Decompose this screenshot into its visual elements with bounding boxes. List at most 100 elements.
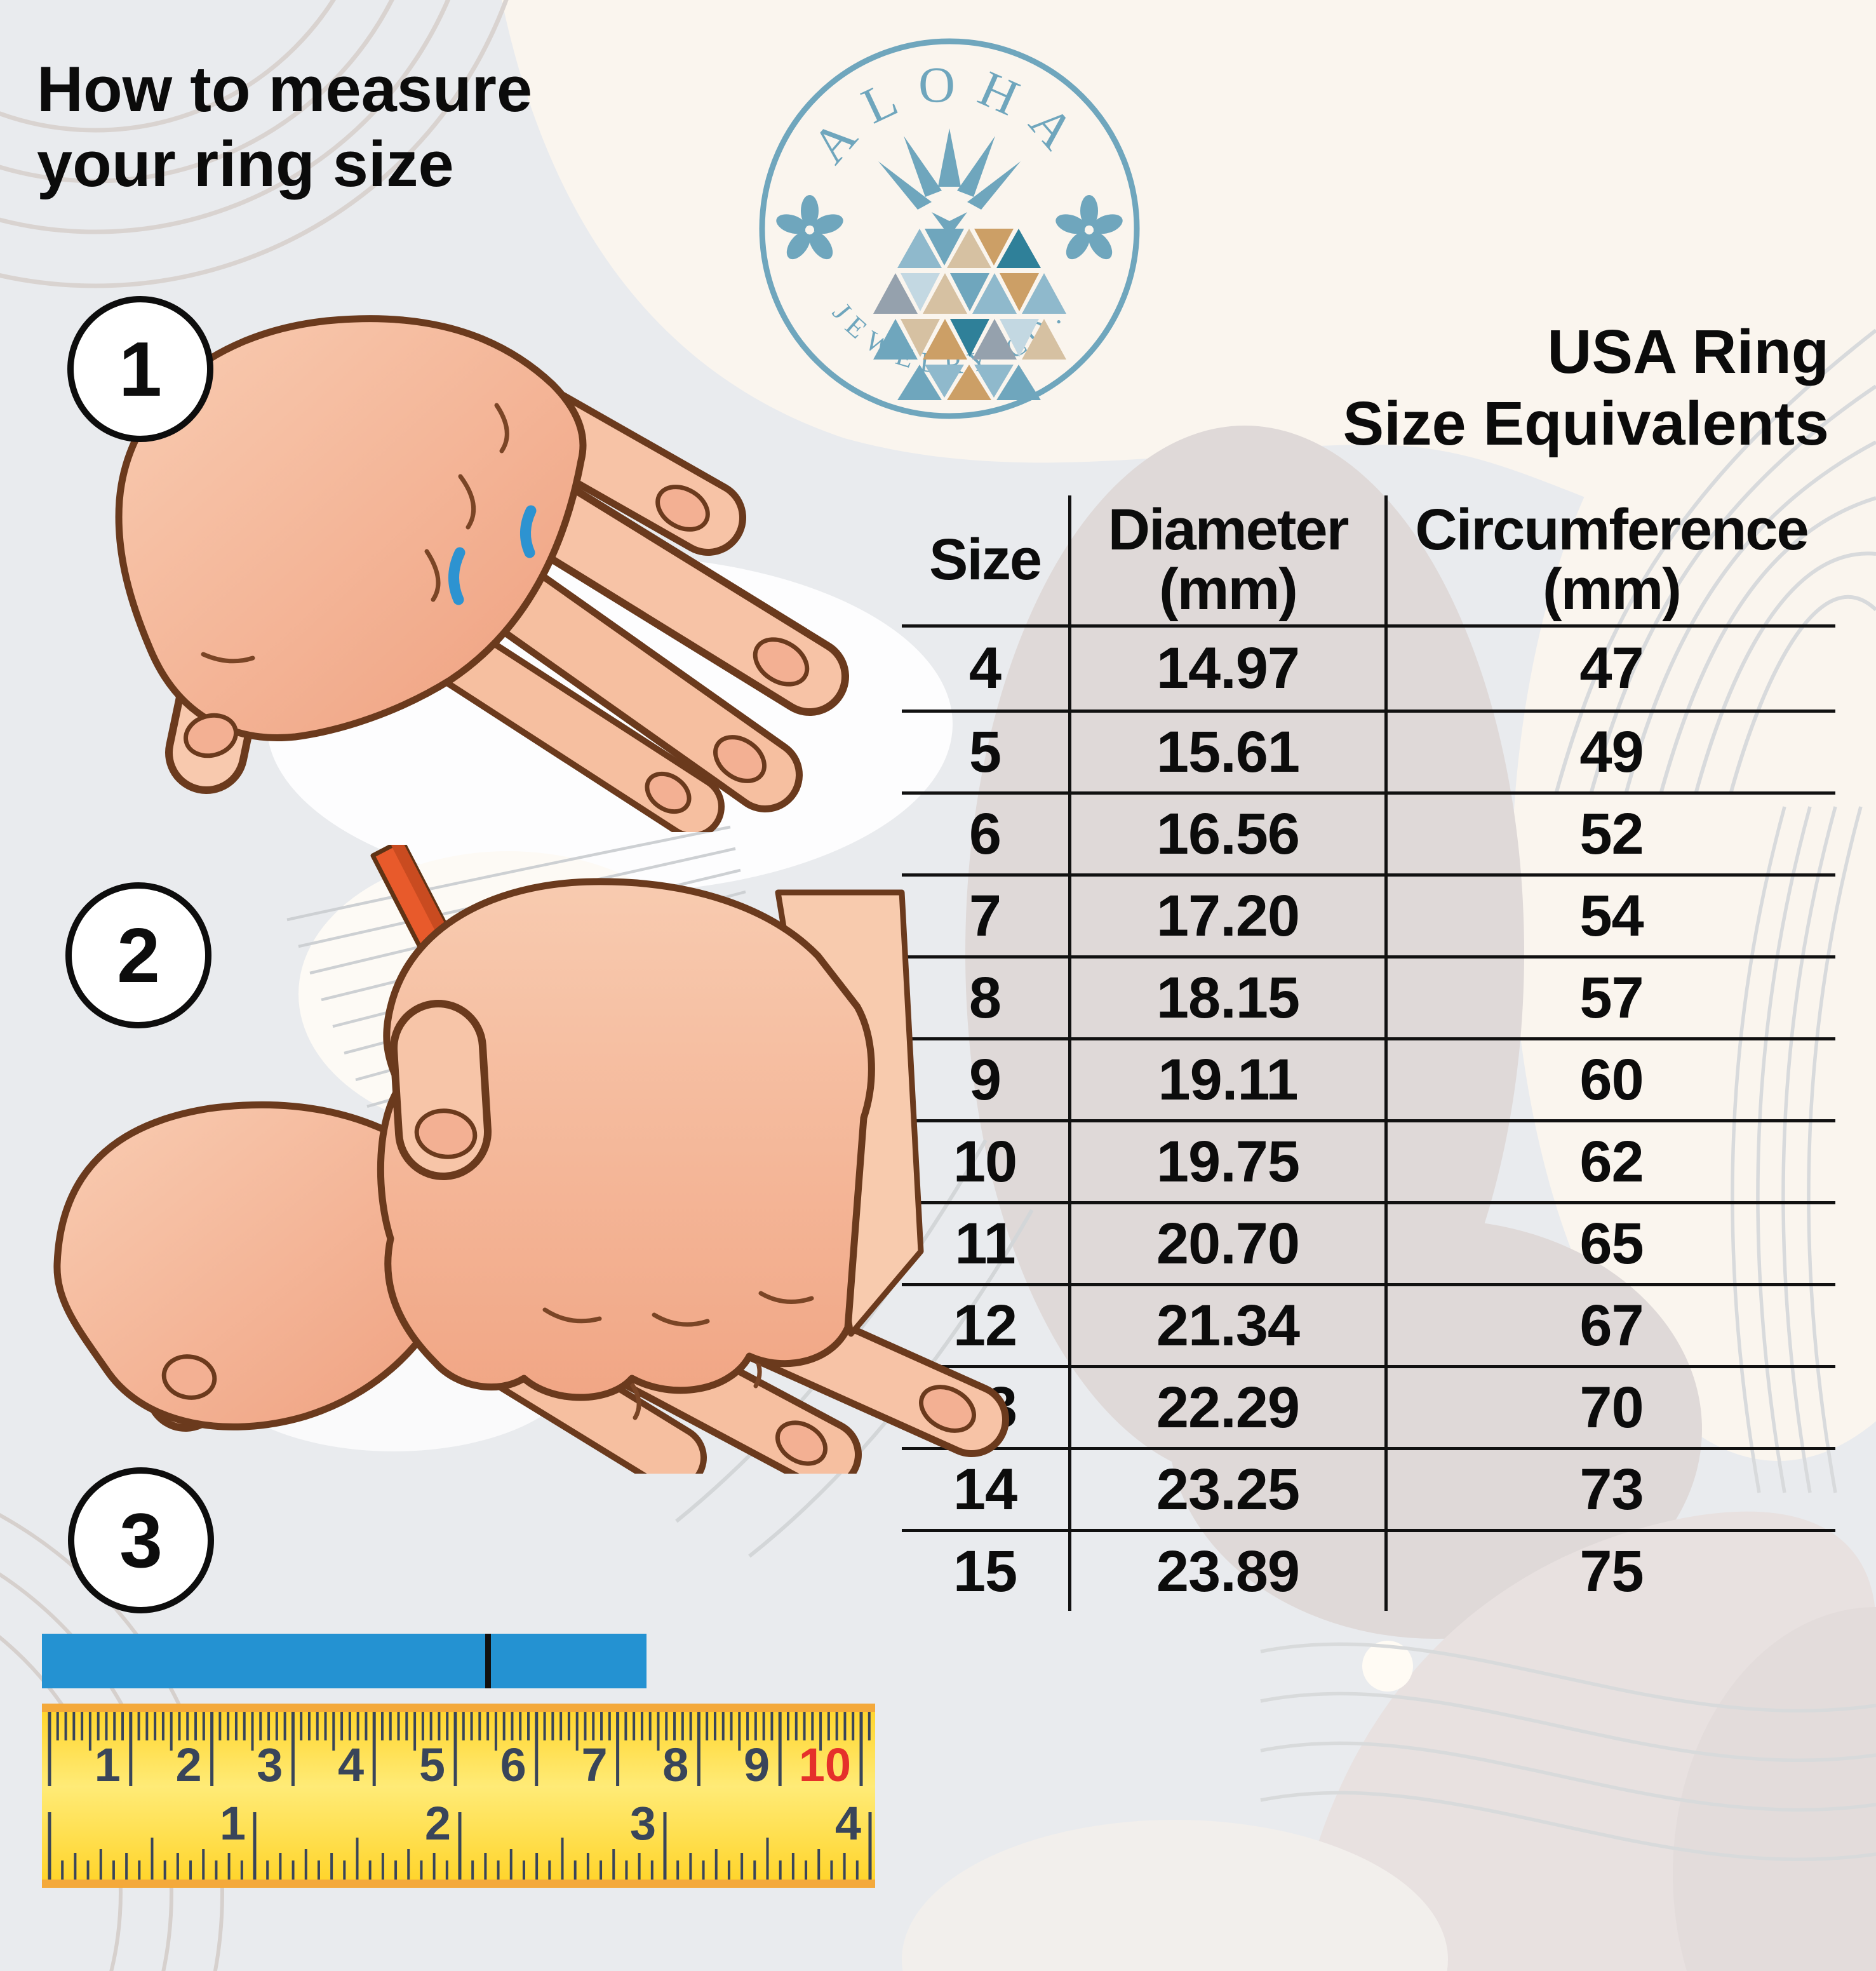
table-cell: 60 — [1384, 1040, 1835, 1119]
table-row: 6 16.56 52 — [902, 791, 1835, 873]
table-cell: 49 — [1384, 713, 1835, 791]
table-cell: 73 — [1384, 1450, 1835, 1529]
palm — [115, 315, 587, 741]
table-cell: 23.89 — [1068, 1532, 1384, 1611]
table-cell: 11 — [955, 1211, 1015, 1276]
svg-text:7: 7 — [581, 1739, 607, 1791]
table-cell: 54 — [1384, 877, 1835, 955]
table-cell: 70 — [1384, 1368, 1835, 1447]
table-row: 15 23.89 75 — [902, 1529, 1835, 1611]
ring-size-table: Size Diameter (mm) Circumference (mm) 4 1… — [902, 495, 1835, 1611]
table-cell: 14 — [953, 1456, 1017, 1522]
lower-hand-nails — [161, 1354, 976, 1466]
table-cell: 62 — [1384, 1122, 1835, 1201]
table-row: 10 19.75 62 — [902, 1119, 1835, 1201]
table-cell: 9 — [968, 1047, 1002, 1112]
table-row: 12 21.34 67 — [902, 1283, 1835, 1365]
cream-blob — [502, 0, 1876, 572]
svg-text:3: 3 — [630, 1797, 656, 1850]
svg-text:4: 4 — [835, 1797, 861, 1850]
step1-hand-illustration — [115, 315, 849, 832]
table-cell: 21.34 — [1068, 1286, 1384, 1365]
brand-logo: ALOHA JEWELRY CO. — [759, 38, 1140, 419]
svg-text:1: 1 — [220, 1797, 246, 1850]
table-cell: 18.15 — [1068, 959, 1384, 1037]
flower-icon-left — [776, 195, 843, 260]
table-row: 4 14.97 47 — [902, 628, 1835, 710]
svg-text:6: 6 — [500, 1739, 526, 1791]
mauve-blob-2 — [1169, 1220, 1702, 1639]
table-cell: 5 — [968, 719, 1002, 784]
svg-text:8: 8 — [662, 1739, 688, 1791]
logo-ring — [759, 38, 1140, 419]
fist-thumb-nail — [414, 1108, 478, 1159]
step-3-badge: 3 — [68, 1467, 214, 1613]
table-cell: 75 — [1384, 1532, 1835, 1611]
table-cell: 12 — [953, 1293, 1017, 1358]
cream-dot — [1362, 1641, 1413, 1692]
table-cell: 17.20 — [1068, 877, 1384, 955]
table-row: 7 17.20 54 — [902, 873, 1835, 955]
pink-blob-2 — [1673, 1607, 1876, 1971]
knuckle-creases — [201, 403, 509, 664]
svg-text:2: 2 — [175, 1739, 201, 1791]
ruler-bottom-edge — [42, 1880, 875, 1888]
table-cell: 20.70 — [1068, 1204, 1384, 1283]
table-header-size: Size — [928, 527, 1042, 592]
table-cell: 4 — [968, 636, 1002, 701]
size-chart-heading-line2: Size Equivalents — [1343, 388, 1830, 458]
svg-text:10: 10 — [799, 1739, 851, 1791]
table-header-circumference: Circumference (mm) — [1384, 495, 1835, 624]
table-cell: 6 — [968, 801, 1002, 866]
table-cell: 7 — [968, 883, 1002, 948]
fingernails — [184, 485, 810, 814]
table-header-diameter: Diameter (mm) — [1068, 495, 1384, 624]
arc-lines-top-left — [0, 0, 509, 288]
table-cell: 22.29 — [1068, 1368, 1384, 1447]
table-row: 11 20.70 65 — [902, 1201, 1835, 1283]
white-blob-4 — [902, 1820, 1448, 1971]
table-cell: 57 — [1384, 959, 1835, 1037]
svg-text:3: 3 — [257, 1739, 283, 1791]
step-2-badge: 2 — [65, 882, 211, 1028]
table-cell: 65 — [1384, 1204, 1835, 1283]
string-measure-mark — [485, 1634, 491, 1688]
table-cell: 8 — [968, 965, 1002, 1030]
flower-icon-right — [1055, 195, 1123, 260]
curve-lines-bottom-right — [1260, 1642, 1876, 1862]
page-title-line1: How to measure — [37, 54, 533, 125]
table-cell: 67 — [1384, 1286, 1835, 1365]
table-cell: 16.56 — [1068, 795, 1384, 873]
table-row: 14 23.25 73 — [902, 1447, 1835, 1529]
pineapple-body-icon — [873, 229, 1066, 400]
table-cell: 47 — [1384, 628, 1835, 710]
table-row: 8 18.15 57 — [902, 955, 1835, 1037]
ruler-cm-labels: 1 2 3 4 5 6 7 8 9 10 — [95, 1739, 851, 1791]
ruler-inch-labels: 1 2 3 4 — [220, 1797, 861, 1850]
ruler-inch-ticks — [48, 1812, 872, 1880]
page-title: How to measure your ring size — [37, 52, 735, 202]
table-cell: 19.75 — [1068, 1122, 1384, 1201]
size-chart-heading: USA Ring Size Equivalents — [1080, 316, 1830, 459]
table-row: 9 19.11 60 — [902, 1037, 1835, 1119]
step2-hand-illustration — [53, 845, 1009, 1474]
ruler-top-edge — [42, 1704, 875, 1712]
arc-lines-bottom-left — [0, 1513, 224, 1971]
table-cell: 23.25 — [1068, 1450, 1384, 1529]
ruler-cm-ticks — [48, 1712, 871, 1786]
svg-text:1: 1 — [95, 1739, 121, 1791]
table-row: 5 15.61 49 — [902, 710, 1835, 791]
svg-text:9: 9 — [744, 1739, 770, 1791]
string-strip — [42, 1634, 647, 1688]
string-marks — [448, 505, 537, 605]
pineapple-crown-icon — [878, 128, 1021, 236]
table-header-row: Size Diameter (mm) Circumference (mm) — [902, 495, 1835, 628]
svg-text:4: 4 — [338, 1739, 364, 1791]
gripping-fist — [377, 878, 875, 1401]
table-cell: 19.11 — [1068, 1040, 1384, 1119]
curve-lines-top-right — [1554, 328, 1876, 795]
table-cell: 10 — [953, 1129, 1017, 1194]
step-1-badge: 1 — [67, 296, 213, 442]
